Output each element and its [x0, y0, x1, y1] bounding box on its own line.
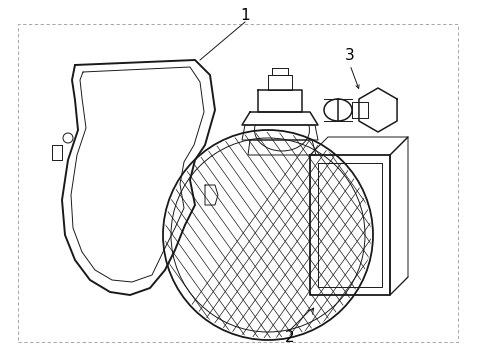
Text: 1: 1 [240, 8, 250, 23]
Circle shape [163, 130, 373, 340]
Ellipse shape [324, 99, 352, 121]
Bar [18, 24, 458, 342]
Circle shape [63, 133, 73, 143]
Text: 2: 2 [285, 329, 295, 345]
Text: 3: 3 [345, 48, 355, 63]
